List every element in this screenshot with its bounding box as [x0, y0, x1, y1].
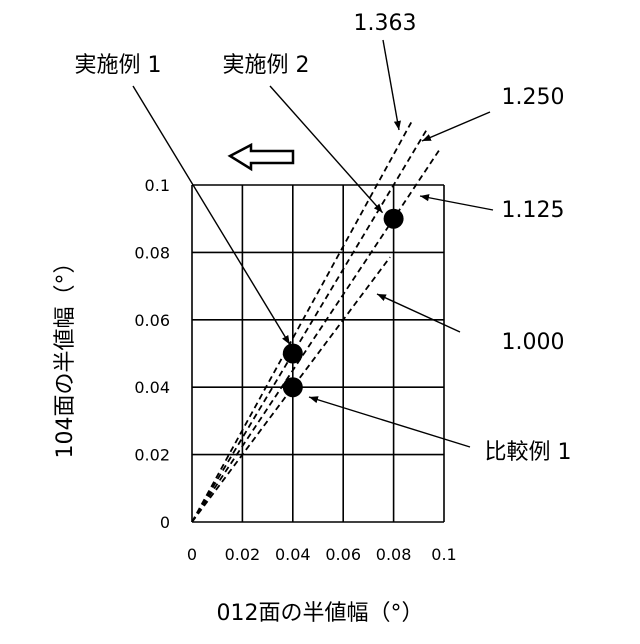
y-tick-label: 0.06 [134, 311, 170, 330]
y-tick-label: 0.04 [134, 378, 170, 397]
chart: 0 0.02 0.04 0.06 0.08 0.1 0 0.02 0.04 0.06 0.08 0.1… [0, 0, 640, 640]
data-point [283, 344, 303, 364]
label-ratio-1125-arrow [420, 196, 493, 210]
label-comparative-1-arrow [309, 397, 470, 447]
label-example-1-arrow [133, 86, 290, 345]
ratio-line-1.125 [192, 149, 440, 522]
x-tick-label: 0 [187, 545, 197, 564]
label-ratio-1363: 1.363 [354, 11, 417, 36]
label-example-2: 実施例 2 [223, 53, 310, 78]
x-tick-label: 0.02 [225, 545, 261, 564]
y-tick-label: 0.1 [145, 176, 170, 195]
label-example-1: 実施例 1 [75, 53, 162, 78]
ratio-lines [192, 122, 440, 522]
y-tick-label: 0 [160, 513, 170, 532]
data-point [283, 377, 303, 397]
x-axis-label: 012面の半値幅（°） [217, 601, 424, 626]
label-ratio-1363-arrow [383, 40, 399, 130]
label-ratio-1250-arrow [422, 112, 490, 141]
label-ratio-1125: 1.125 [502, 198, 565, 223]
y-tick-label: 0.02 [134, 446, 170, 465]
label-example-2-arrow [270, 86, 383, 213]
x-tick-label: 0.08 [376, 545, 412, 564]
tick-labels: 0 0.02 0.04 0.06 0.08 0.1 0 0.02 0.04 0.06 0.08 0.1 [134, 176, 456, 564]
label-comparative-1: 比較例 1 [485, 440, 572, 465]
ratio-line-1.363 [192, 122, 411, 522]
label-ratio-1000-arrow [377, 294, 460, 332]
label-ratio-1000: 1.000 [502, 330, 565, 355]
x-tick-label: 0.04 [275, 545, 311, 564]
ratio-line-1.250 [192, 128, 428, 522]
data-point [384, 209, 404, 229]
y-tick-label: 0.08 [134, 243, 170, 262]
label-ratio-1250: 1.250 [502, 85, 565, 110]
x-tick-label: 0.06 [325, 545, 361, 564]
x-tick-label: 0.1 [431, 545, 456, 564]
y-axis-label: 104面の半値幅（°） [53, 252, 78, 459]
left-arrow-icon [230, 145, 293, 169]
